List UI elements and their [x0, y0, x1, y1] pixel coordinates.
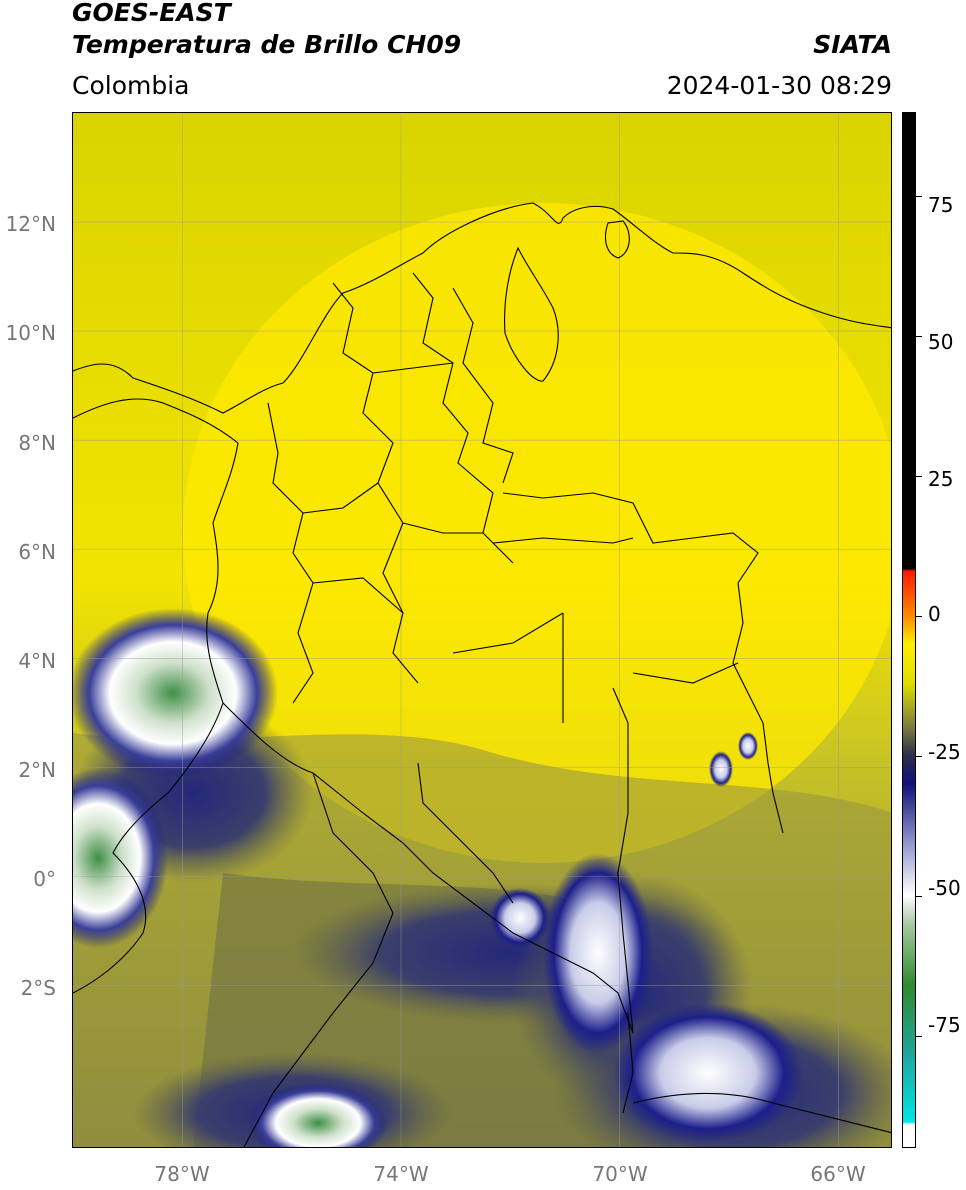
colorbar-label-50: 50 [928, 330, 954, 354]
title-line-1: GOES-EAST [72, 0, 231, 27]
colorbar-label-minus75: -75 [928, 1013, 961, 1037]
organization-label: SIATA [813, 30, 892, 59]
colorbar-label-0: 0 [928, 602, 941, 626]
colorbar-label-minus25: -25 [928, 740, 961, 764]
colorbar-tick-mark [916, 196, 922, 197]
lat-label-2s: 2°S [20, 976, 56, 1000]
colorbar-label-25: 25 [928, 467, 954, 491]
lat-label-0: 0° [33, 867, 56, 891]
brightness-temperature-field [73, 113, 891, 1147]
satellite-map [72, 112, 892, 1148]
lat-label-2n: 2°N [18, 758, 56, 782]
datetime-label: 2024-01-30 08:29 [666, 71, 892, 100]
temperature-colorbar [902, 112, 916, 1148]
lat-label-6n: 6°N [18, 540, 56, 564]
lat-label-10n: 10°N [5, 321, 56, 345]
title-line-2: Temperatura de Brillo CH09 [72, 30, 462, 59]
colorbar-tick-mark [916, 336, 922, 337]
colorbar-label-minus50: -50 [928, 876, 961, 900]
lon-label-66w: 66°W [810, 1162, 866, 1186]
lat-label-12n: 12°N [5, 212, 56, 236]
lon-label-74w: 74°W [373, 1162, 429, 1186]
lat-label-4n: 4°N [18, 649, 56, 673]
colorbar-tick-mark [916, 616, 922, 617]
colorbar-tick-mark [916, 896, 922, 897]
lon-label-70w: 70°W [592, 1162, 648, 1186]
region-label: Colombia [72, 71, 190, 100]
colorbar-tick-mark [916, 756, 922, 757]
lon-label-78w: 78°W [154, 1162, 210, 1186]
colorbar-tick-mark [916, 1036, 922, 1037]
colorbar-label-75: 75 [928, 193, 954, 217]
lat-label-8n: 8°N [18, 431, 56, 455]
colorbar-tick-mark [916, 476, 922, 477]
